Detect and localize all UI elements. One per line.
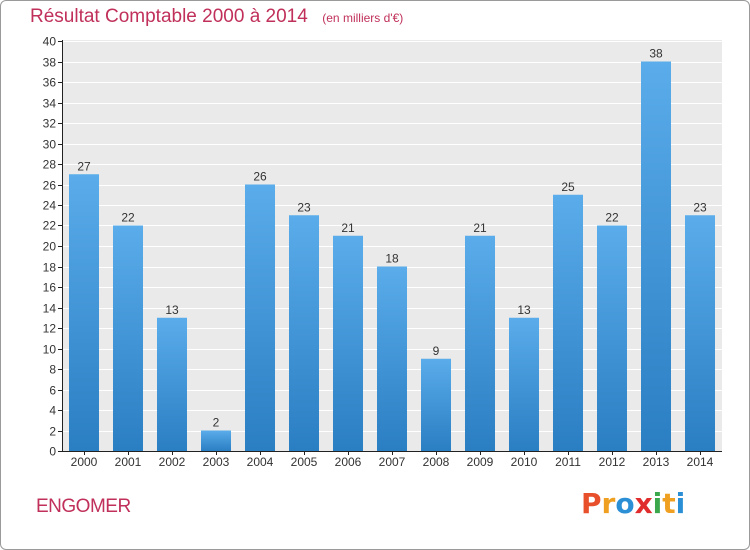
- x-tick-label: 2008: [423, 455, 450, 469]
- logo-letter: t: [662, 487, 676, 520]
- logo-letter: r: [601, 487, 616, 520]
- data-label: 22: [121, 211, 135, 225]
- axes: [58, 40, 722, 455]
- y-tick-label: 38: [43, 56, 57, 70]
- y-tick-label: 16: [43, 281, 57, 295]
- data-label: 38: [649, 47, 663, 61]
- x-tick-label: 2004: [247, 455, 274, 469]
- x-tick-label: 2002: [159, 455, 186, 469]
- logo-letter: o: [615, 487, 635, 520]
- x-tick-label: 2007: [379, 455, 406, 469]
- bar-2014: [685, 215, 715, 451]
- y-tick-label: 8: [49, 363, 56, 377]
- logo-letter: i: [652, 487, 663, 520]
- chart-title: Résultat Comptable 2000 à 2014: [30, 6, 308, 27]
- data-label: 26: [253, 170, 267, 184]
- x-tick-label: 2005: [291, 455, 318, 469]
- y-tick-label: 20: [43, 240, 57, 254]
- y-tick-label: 10: [43, 343, 57, 357]
- bar-2007: [377, 266, 407, 451]
- y-tick-label: 0: [49, 445, 56, 459]
- bar-2010: [509, 317, 539, 451]
- y-tick-label: 28: [43, 158, 57, 172]
- proxiti-logo: Proxiti: [581, 487, 685, 520]
- data-label: 23: [297, 200, 311, 214]
- data-label: 2: [213, 416, 220, 430]
- bar-2002: [157, 317, 187, 451]
- y-tick-label: 40: [43, 35, 57, 49]
- bar-2013: [641, 61, 671, 451]
- data-label: 21: [341, 221, 355, 235]
- chart-unit: (en milliers d'€): [322, 11, 404, 25]
- bar-2009: [465, 235, 495, 451]
- bar-2006: [333, 235, 363, 451]
- x-tick-label: 2009: [467, 455, 494, 469]
- bar-2012: [597, 225, 627, 451]
- y-tick-label: 4: [49, 404, 56, 418]
- y-tick-label: 34: [43, 97, 57, 111]
- x-tick-label: 2012: [599, 455, 626, 469]
- x-tick-label: 2011: [555, 455, 581, 469]
- bar-2003: [201, 430, 231, 451]
- bar-2005: [289, 215, 319, 451]
- y-tick-label: 12: [43, 322, 57, 336]
- y-tick-label: 24: [43, 199, 57, 213]
- labels: 0246810121416182022242628303234363840272…: [43, 35, 714, 470]
- data-label: 21: [473, 221, 487, 235]
- y-tick-label: 36: [43, 76, 57, 90]
- bar-2000: [69, 174, 99, 451]
- bar-2004: [245, 184, 275, 451]
- bar-2011: [553, 194, 583, 451]
- data-label: 13: [165, 303, 179, 317]
- y-tick-label: 32: [43, 117, 57, 131]
- y-tick-label: 2: [49, 425, 56, 439]
- data-label: 23: [693, 200, 707, 214]
- bar-2001: [113, 225, 143, 451]
- x-tick-label: 2001: [115, 455, 142, 469]
- y-tick-label: 22: [43, 219, 57, 233]
- data-label: 13: [517, 303, 531, 317]
- x-tick-label: 2013: [643, 455, 670, 469]
- commune-name: ENGOMER: [36, 496, 131, 517]
- data-label: 9: [433, 344, 440, 358]
- x-tick-label: 2014: [687, 455, 714, 469]
- x-tick-label: 2003: [203, 455, 230, 469]
- logo-letter: P: [581, 487, 602, 520]
- logo-letter: i: [675, 487, 686, 520]
- logo-letter: x: [634, 487, 653, 520]
- chart-title-block: Résultat Comptable 2000 à 2014 (en milli…: [30, 6, 403, 28]
- data-label: 22: [605, 211, 619, 225]
- y-tick-label: 18: [43, 261, 57, 275]
- data-label: 18: [385, 252, 399, 266]
- y-tick-label: 26: [43, 179, 57, 193]
- y-tick-label: 30: [43, 138, 57, 152]
- data-label: 25: [561, 180, 575, 194]
- y-tick-label: 14: [43, 302, 57, 316]
- bars: [69, 61, 715, 451]
- x-tick-label: 2000: [71, 455, 98, 469]
- bar-2008: [421, 358, 451, 451]
- y-tick-label: 6: [49, 384, 56, 398]
- x-tick-label: 2006: [335, 455, 362, 469]
- x-tick-label: 2010: [511, 455, 538, 469]
- data-label: 27: [77, 159, 91, 173]
